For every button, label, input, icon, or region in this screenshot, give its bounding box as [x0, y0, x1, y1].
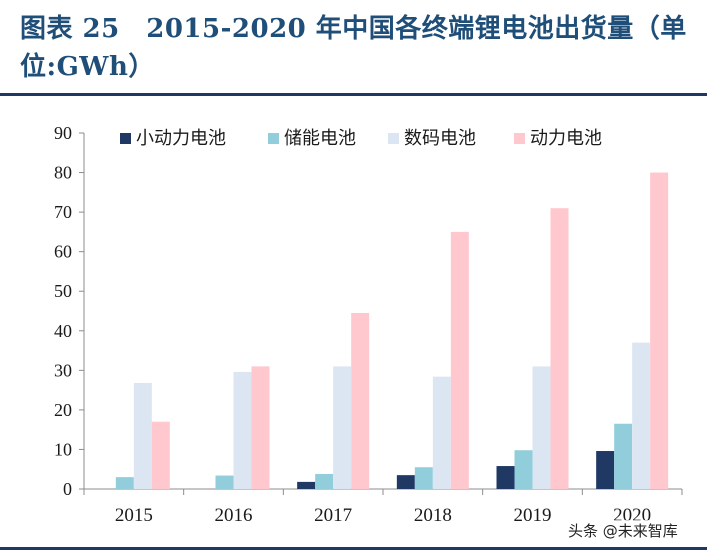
y-tick-label: 10 — [54, 439, 72, 459]
y-tick-label: 30 — [54, 360, 72, 380]
legend-swatch-1 — [120, 133, 131, 144]
title-divider — [0, 93, 707, 96]
bar-2017-series-3 — [333, 366, 352, 489]
bar-2020-series-1 — [596, 451, 615, 489]
y-tick-label: 0 — [63, 479, 72, 499]
x-tick-label: 2018 — [414, 505, 452, 526]
bar-2016-series-4 — [251, 366, 270, 489]
bar-2018-series-3 — [432, 376, 451, 489]
bar-2018-series-2 — [414, 467, 433, 489]
bar-2015-series-3 — [133, 382, 152, 489]
figure-title: 图表 25 2015-2020 年中国各终端锂电池出货量（单位:GWh） — [20, 14, 687, 82]
legend-label-4: 动力电池 — [530, 128, 602, 149]
bar-2020-series-3 — [632, 342, 651, 489]
y-tick-label: 90 — [54, 123, 72, 143]
y-tick-label: 70 — [54, 202, 72, 222]
bar-2018-series-4 — [450, 231, 469, 489]
bar-2020-series-2 — [614, 423, 633, 489]
bar-2019-series-4 — [550, 208, 569, 489]
legend-swatch-3 — [388, 133, 399, 144]
legend-label-1: 小动力电池 — [136, 128, 226, 149]
x-tick-label: 2016 — [215, 505, 253, 526]
bar-2017-series-4 — [351, 312, 370, 489]
figure-title-block: 图表 25 2015-2020 年中国各终端锂电池出货量（单位:GWh） — [20, 10, 687, 86]
bar-2018-series-1 — [396, 475, 415, 489]
bar-2015-series-4 — [151, 421, 170, 489]
x-tick-label: 2017 — [314, 505, 352, 526]
bar-2016-series-3 — [233, 371, 252, 489]
x-tick-label: 2019 — [514, 505, 552, 526]
bar-2020-series-4 — [650, 172, 669, 490]
watermark-text: 头条 @未来智库 — [566, 520, 680, 541]
bar-2015-series-2 — [115, 477, 134, 489]
y-tick-label: 80 — [54, 163, 72, 183]
bar-2016-series-2 — [215, 475, 234, 489]
legend-label-3: 数码电池 — [404, 128, 476, 149]
bottom-divider — [0, 547, 707, 550]
y-tick-label: 40 — [54, 321, 72, 341]
bar-2019-series-2 — [514, 450, 533, 489]
y-tick-label: 60 — [54, 242, 72, 262]
bar-2019-series-1 — [496, 466, 515, 489]
x-tick-label: 2015 — [115, 505, 153, 526]
legend-label-2: 储能电池 — [284, 128, 356, 149]
legend-swatch-2 — [268, 133, 279, 144]
bar-2019-series-3 — [532, 366, 551, 489]
legend-swatch-4 — [514, 133, 525, 144]
bar-2017-series-1 — [297, 481, 316, 489]
y-tick-label: 20 — [54, 400, 72, 420]
y-tick-label: 50 — [54, 281, 72, 301]
bar-2017-series-2 — [315, 473, 334, 489]
